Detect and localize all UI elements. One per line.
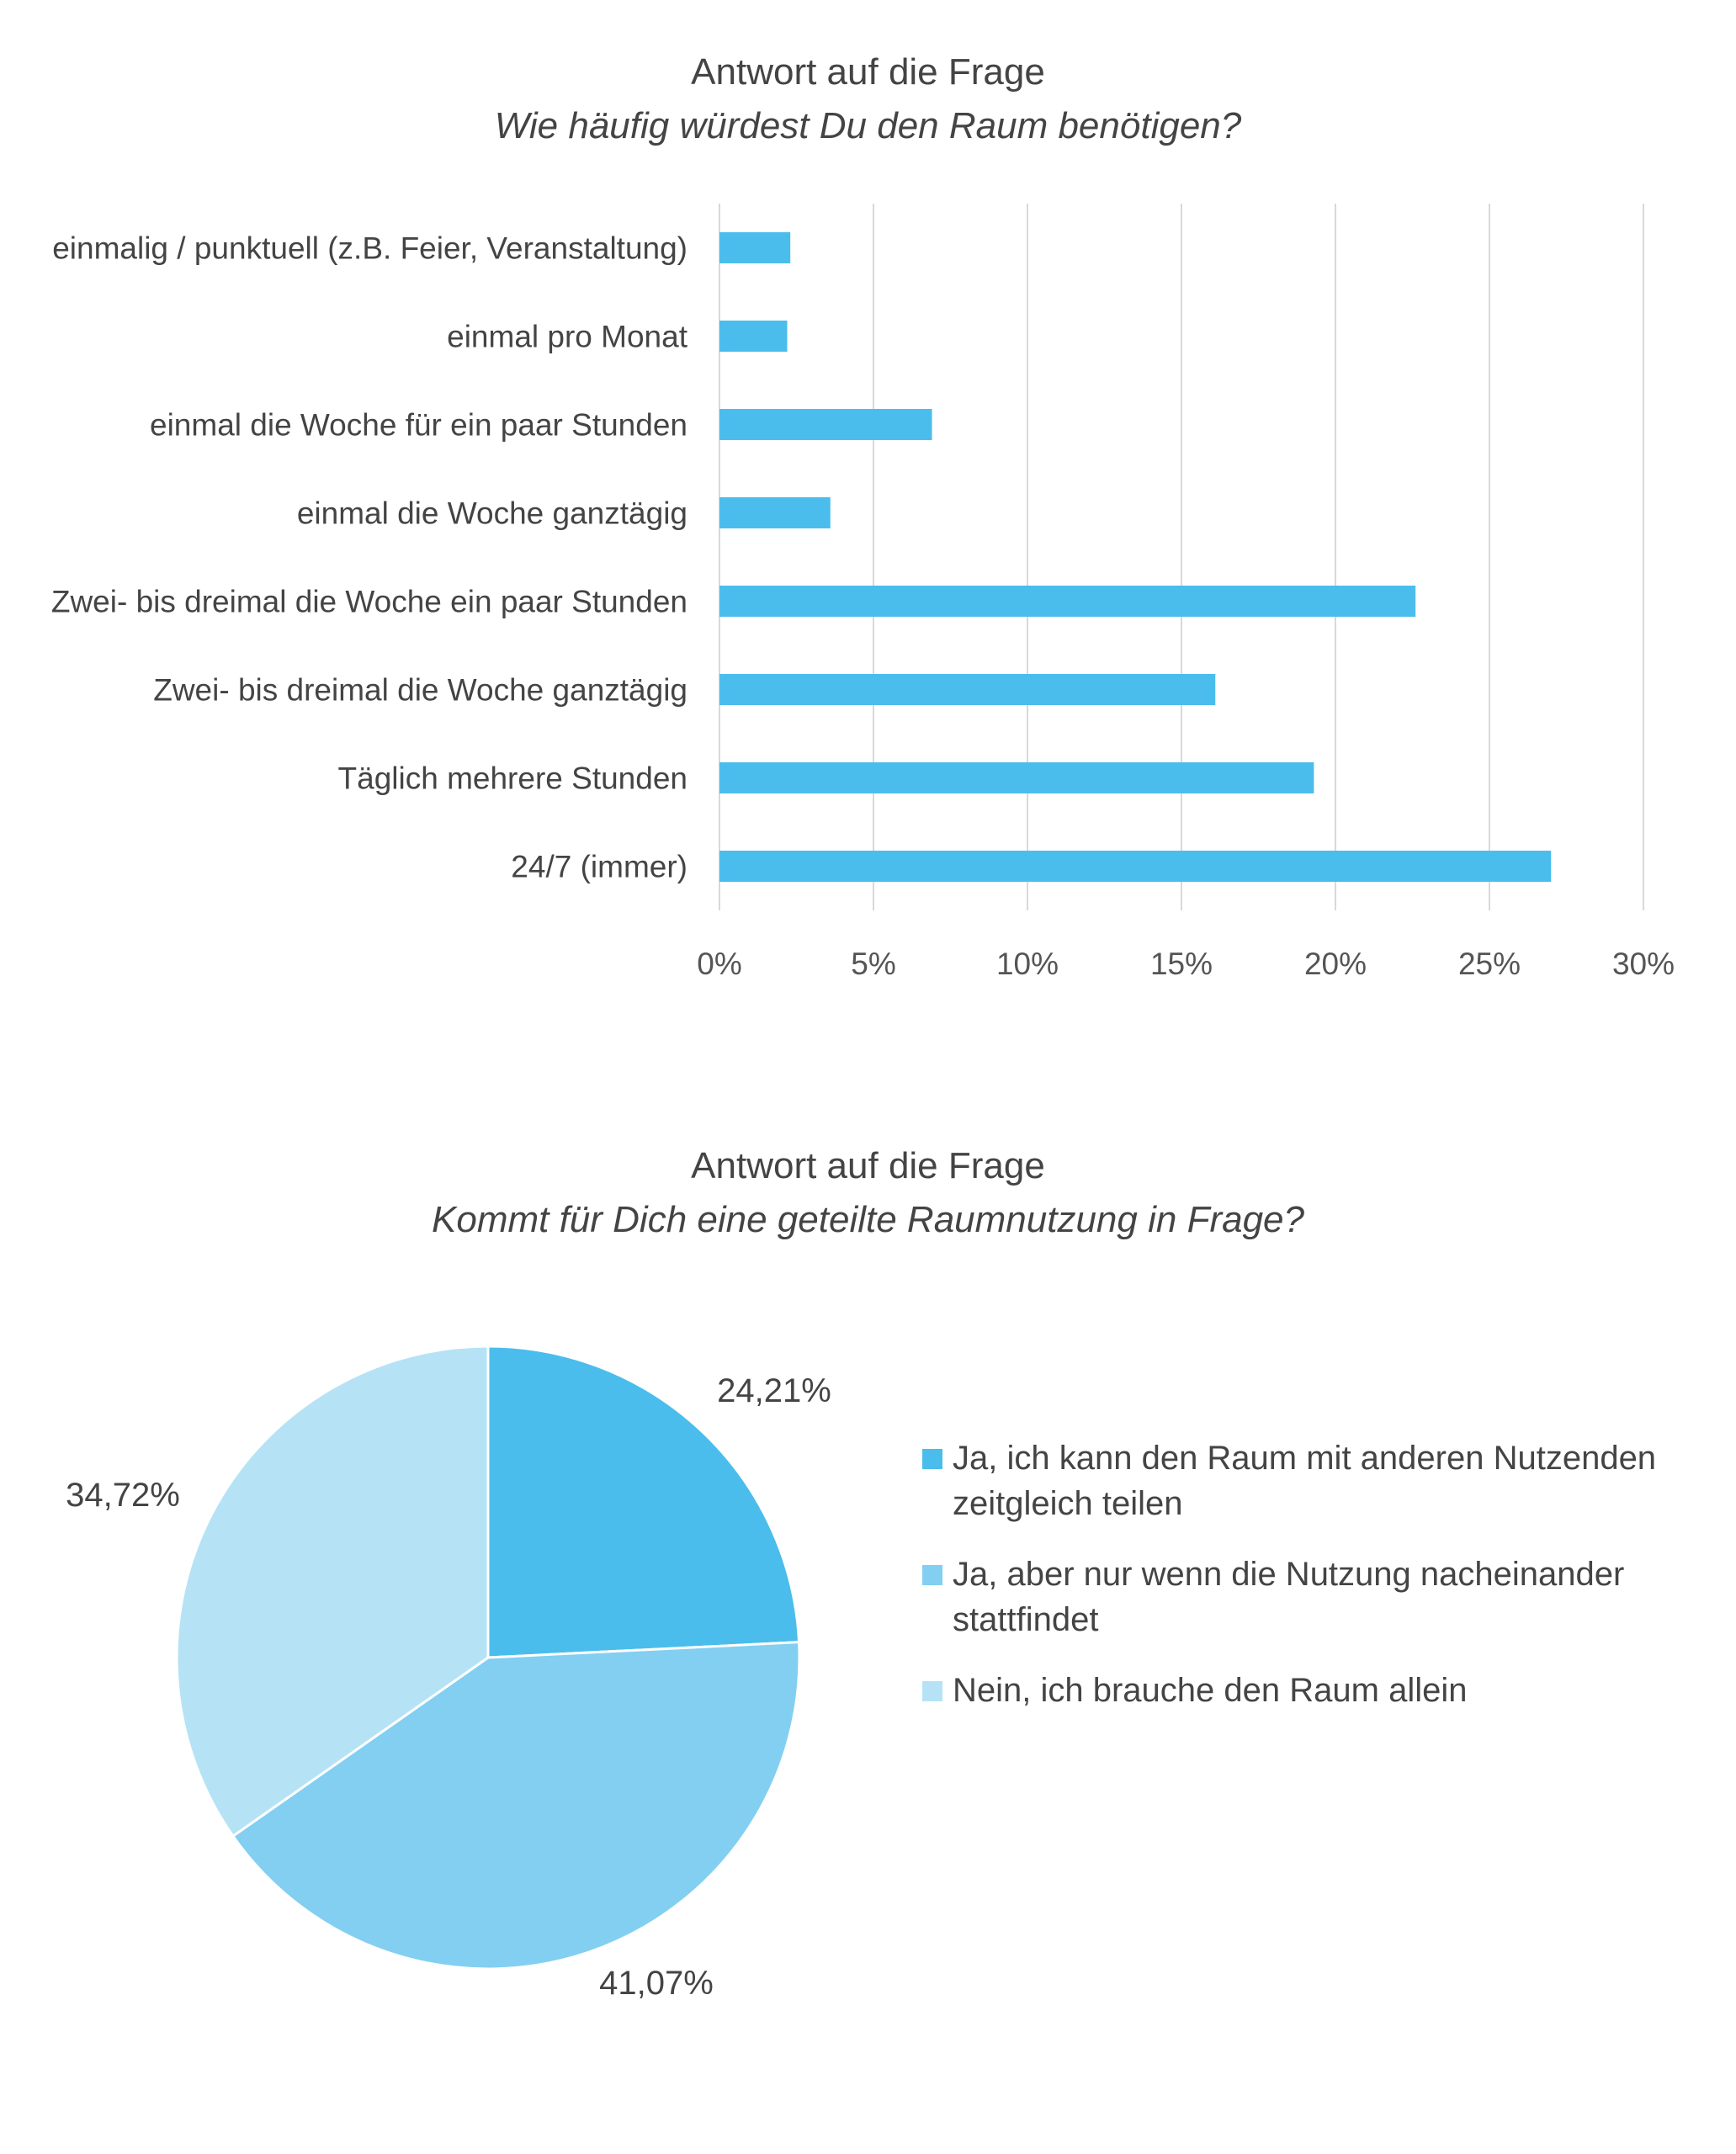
- pie-slice: [486, 1345, 801, 1659]
- x-tick-label: 10%: [996, 947, 1059, 981]
- pie-value-label: 41,07%: [599, 1965, 714, 2002]
- legend-label: Ja, ich kann den Raum mit anderen Nutzen…: [953, 1440, 1657, 1522]
- pie-value-label: 24,21%: [717, 1372, 831, 1409]
- legend-swatch: [922, 1681, 942, 1701]
- bar: [719, 409, 932, 440]
- pie-chart-title: Antwort auf die Frage: [691, 1145, 1045, 1186]
- category-label: einmal die Woche für ein paar Stunden: [150, 408, 687, 443]
- bar: [719, 586, 1416, 617]
- x-tick-label: 25%: [1458, 947, 1521, 981]
- x-tick-label: 15%: [1150, 947, 1213, 981]
- x-tick-label: 20%: [1304, 947, 1367, 981]
- bar: [719, 851, 1552, 882]
- category-label: Täglich mehrere Stunden: [338, 761, 687, 796]
- legend-swatch: [922, 1449, 942, 1469]
- x-tick-label: 30%: [1612, 947, 1675, 981]
- x-tick-label: 5%: [851, 947, 895, 981]
- pie-legend: Ja, ich kann den Raum mit anderen Nutzen…: [922, 1435, 1705, 1738]
- legend-item: Ja, aber nur wenn die Nutzung nacheinand…: [922, 1552, 1705, 1642]
- bar: [719, 321, 788, 352]
- category-label: einmalig / punktuell (z.B. Feier, Verans…: [52, 231, 687, 266]
- bar: [719, 674, 1216, 705]
- x-tick-label: 0%: [697, 947, 741, 981]
- bar: [719, 232, 791, 263]
- legend-item: Ja, ich kann den Raum mit anderen Nutzen…: [922, 1435, 1705, 1526]
- bar: [719, 497, 831, 528]
- bar-chart: 0% 5% 10% 15% 20% 25% 30% einmalig / punktuell …: [51, 204, 1675, 981]
- category-label: 24/7 (immer): [511, 850, 687, 884]
- category-label: einmal pro Monat: [447, 320, 688, 354]
- bar-chart-title: Antwort auf die Frage: [691, 51, 1045, 93]
- pie-slice: [175, 1345, 490, 1838]
- bar: [719, 762, 1314, 793]
- pie-value-label: 34,72%: [66, 1477, 180, 1514]
- legend-label: Ja, aber nur wenn die Nutzung nacheinand…: [953, 1556, 1625, 1638]
- pie-slice: [231, 1641, 801, 1971]
- category-label: einmal die Woche ganztägig: [297, 496, 687, 531]
- legend-label: Nein, ich brauche den Raum allein: [953, 1672, 1468, 1709]
- bar-chart-subtitle: Wie häufig würdest Du den Raum benötigen…: [494, 105, 1242, 146]
- category-label: Zwei- bis dreimal die Woche ein paar Stu…: [51, 585, 687, 619]
- pie-chart-subtitle: Kommt für Dich eine geteilte Raumnutzung…: [432, 1199, 1304, 1240]
- category-label: Zwei- bis dreimal die Woche ganztägig: [153, 673, 687, 708]
- pie-chart: 24,21% 41,07% 34,72%: [66, 1345, 831, 2002]
- legend-item: Nein, ich brauche den Raum allein: [922, 1668, 1705, 1713]
- legend-swatch: [922, 1565, 942, 1585]
